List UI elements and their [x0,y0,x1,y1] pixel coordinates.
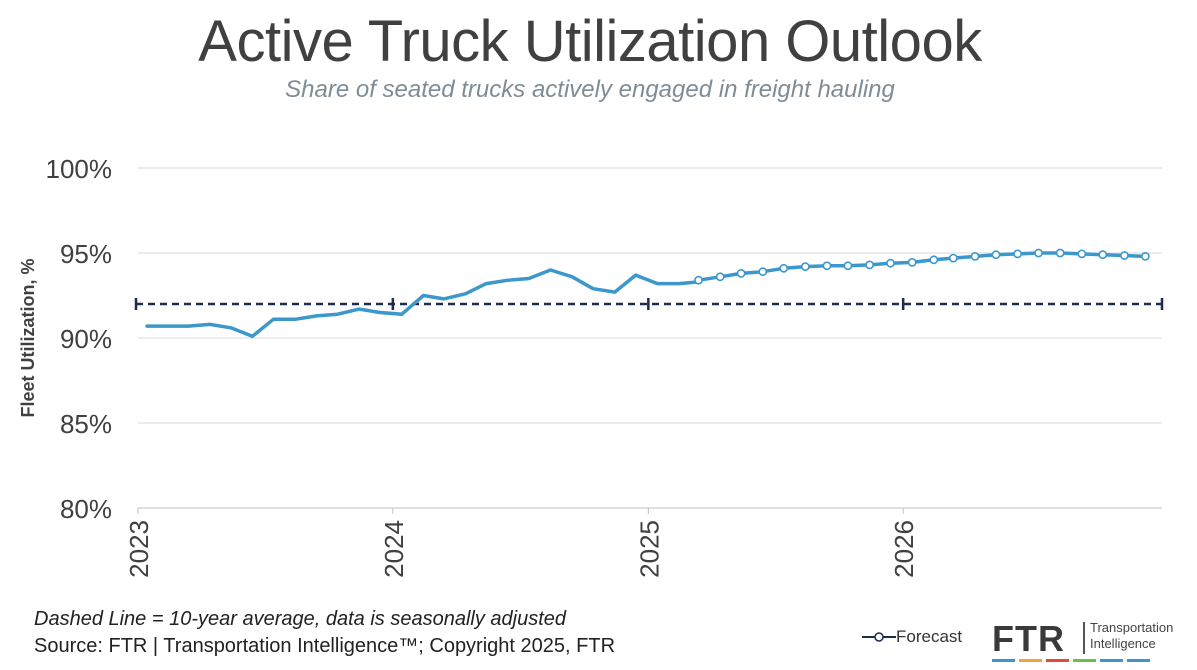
logo-bar [1019,659,1042,662]
y-tick-label: 95% [60,239,112,269]
forecast-legend-icon [862,632,896,642]
logo-color-bars [992,659,1150,662]
logo-tagline-line2: Intelligence [1090,636,1156,651]
logo-bar [1046,659,1069,662]
forecast-point [907,257,917,267]
y-tick-label: 90% [60,324,112,354]
utilization-chart: 80% 85% 90% 95% 100% 2023 2024 2025 2026 Fleet … [18,154,1164,578]
forecast-markers [694,248,1150,285]
ten-year-average-line [134,298,1164,310]
x-tick-label: 2024 [379,520,409,578]
forecast-point [970,251,980,261]
source-note: Source: FTR | Transportation Intelligenc… [34,635,616,657]
y-tick-label: 80% [60,494,112,524]
legend: Forecast [862,627,962,647]
forecast-point [1013,249,1022,259]
forecast-point [929,255,939,265]
series-lines [145,251,1148,339]
forecast-point [1077,249,1087,259]
legend-forecast-label: Forecast [896,627,963,646]
y-tick-labels: 80% 85% 90% 95% 100% [46,154,113,524]
y-axis-label: Fleet Utilization, % [18,258,38,417]
y-tick-label: 100% [46,154,113,184]
ftr-logo: FTR Transportation Intelligence [992,618,1184,664]
forecast-point [1055,248,1065,258]
forecast-point [694,275,703,285]
forecast-point [865,260,874,270]
forecast-point [800,262,810,271]
y-tick-label: 85% [60,409,112,439]
x-tick-label: 2025 [634,520,664,578]
forecast-series-line [696,251,1148,282]
forecast-point [715,272,725,282]
forecast-point [779,263,789,273]
gridlines [137,167,1162,514]
logo-bar [1100,659,1123,662]
forecast-point [758,267,768,277]
forecast-point [1140,251,1150,261]
x-tick-label: 2023 [124,520,154,578]
chart-subtitle: Share of seated trucks actively engaged … [285,76,895,103]
forecast-point [1120,251,1129,260]
footnote-dashed-line: Dashed Line = 10-year average, data is s… [34,608,567,630]
x-tick-label: 2026 [889,520,919,578]
forecast-point [843,261,853,271]
forecast-point [886,258,895,268]
forecast-point [822,261,832,271]
logo-bar [1127,659,1150,662]
forecast-point [991,250,1001,260]
forecast-point [948,253,958,263]
x-tick-labels: 2023 2024 2025 2026 [124,520,919,578]
actual-series-line [145,268,701,339]
logo-tagline-line1: Transportation [1090,620,1174,635]
logo-tagline: Transportation Intelligence [1090,620,1173,652]
forecast-point [1098,250,1108,260]
logo-wordmark: FTR [992,618,1065,659]
logo-bar [992,659,1015,662]
logo-divider [1083,622,1085,654]
chart-title: Active Truck Utilization Outlook [198,9,982,74]
logo-bar [1073,659,1096,662]
forecast-point [736,268,746,278]
forecast-point [1034,248,1043,258]
